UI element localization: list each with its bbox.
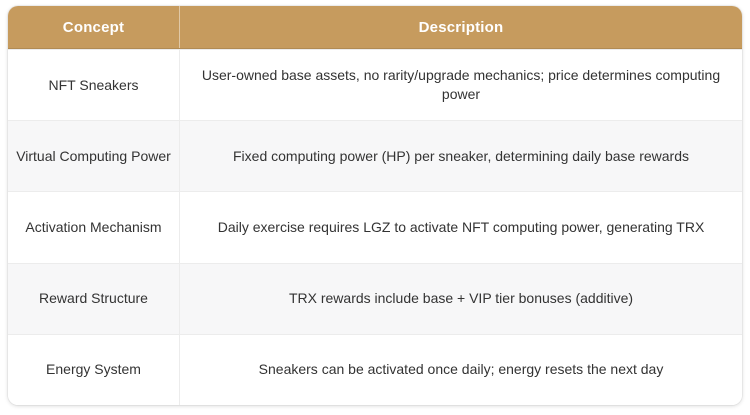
description-cell: TRX rewards include base + VIP tier bonu…: [288, 290, 634, 307]
table-row: Reward Structure TRX rewards include bas…: [8, 262, 742, 334]
concept-cell: Reward Structure: [8, 263, 180, 334]
table-row: Activation Mechanism Daily exercise requ…: [8, 191, 742, 263]
concept-cell: Activation Mechanism: [8, 192, 180, 263]
concept-cell: NFT Sneakers: [8, 50, 180, 121]
description-cell: User-owned base assets, no rarity/upgrad…: [201, 67, 721, 103]
header-cell-concept: Concept: [8, 6, 180, 48]
description-cell: Fixed computing power (HP) per sneaker, …: [233, 147, 689, 164]
table-header-row: Concept Description: [8, 6, 742, 49]
header-cell-description: Description: [418, 18, 504, 36]
table-row: NFT Sneakers User-owned base assets, no …: [8, 49, 742, 121]
concept-cell: Energy System: [8, 334, 180, 405]
table-row: Virtual Computing Power Fixed computing …: [8, 120, 742, 192]
concept-description-table: Concept Description NFT Sneakers User-ow…: [8, 6, 742, 405]
table-row: Energy System Sneakers can be activated …: [8, 333, 742, 405]
description-cell: Daily exercise requires LGZ to activate …: [217, 219, 705, 236]
concept-cell: Virtual Computing Power: [8, 121, 180, 192]
description-cell: Sneakers can be activated once daily; en…: [258, 361, 664, 378]
